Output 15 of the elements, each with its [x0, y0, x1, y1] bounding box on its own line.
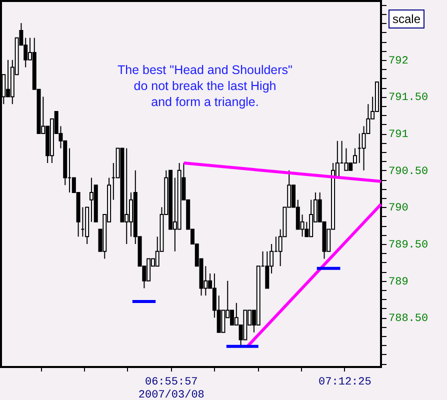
- candlestick: [221, 310, 226, 333]
- y-tick-label: 789: [388, 276, 408, 288]
- y-tick-label: 789.50: [388, 240, 428, 252]
- y-tick-label: 792: [388, 55, 408, 68]
- x-tick-label: 07:12:25: [318, 376, 372, 388]
- x-tick-label: 06:55:57 2007/03/08: [138, 376, 204, 400]
- y-tick-label: 791: [388, 129, 409, 142]
- candlestick: [265, 250, 270, 289]
- candlestick: [344, 148, 348, 171]
- y-tick-label: 790: [388, 202, 408, 215]
- y-tick-label: 791.50: [388, 92, 428, 104]
- text: scale: [392, 12, 421, 26]
- y-tick-label: 788.50: [388, 313, 428, 326]
- annotation: The best "Head and Shoulders" do not break the last High and form a triangle.: [118, 63, 292, 109]
- y-tick-label: 790.50: [388, 166, 428, 178]
